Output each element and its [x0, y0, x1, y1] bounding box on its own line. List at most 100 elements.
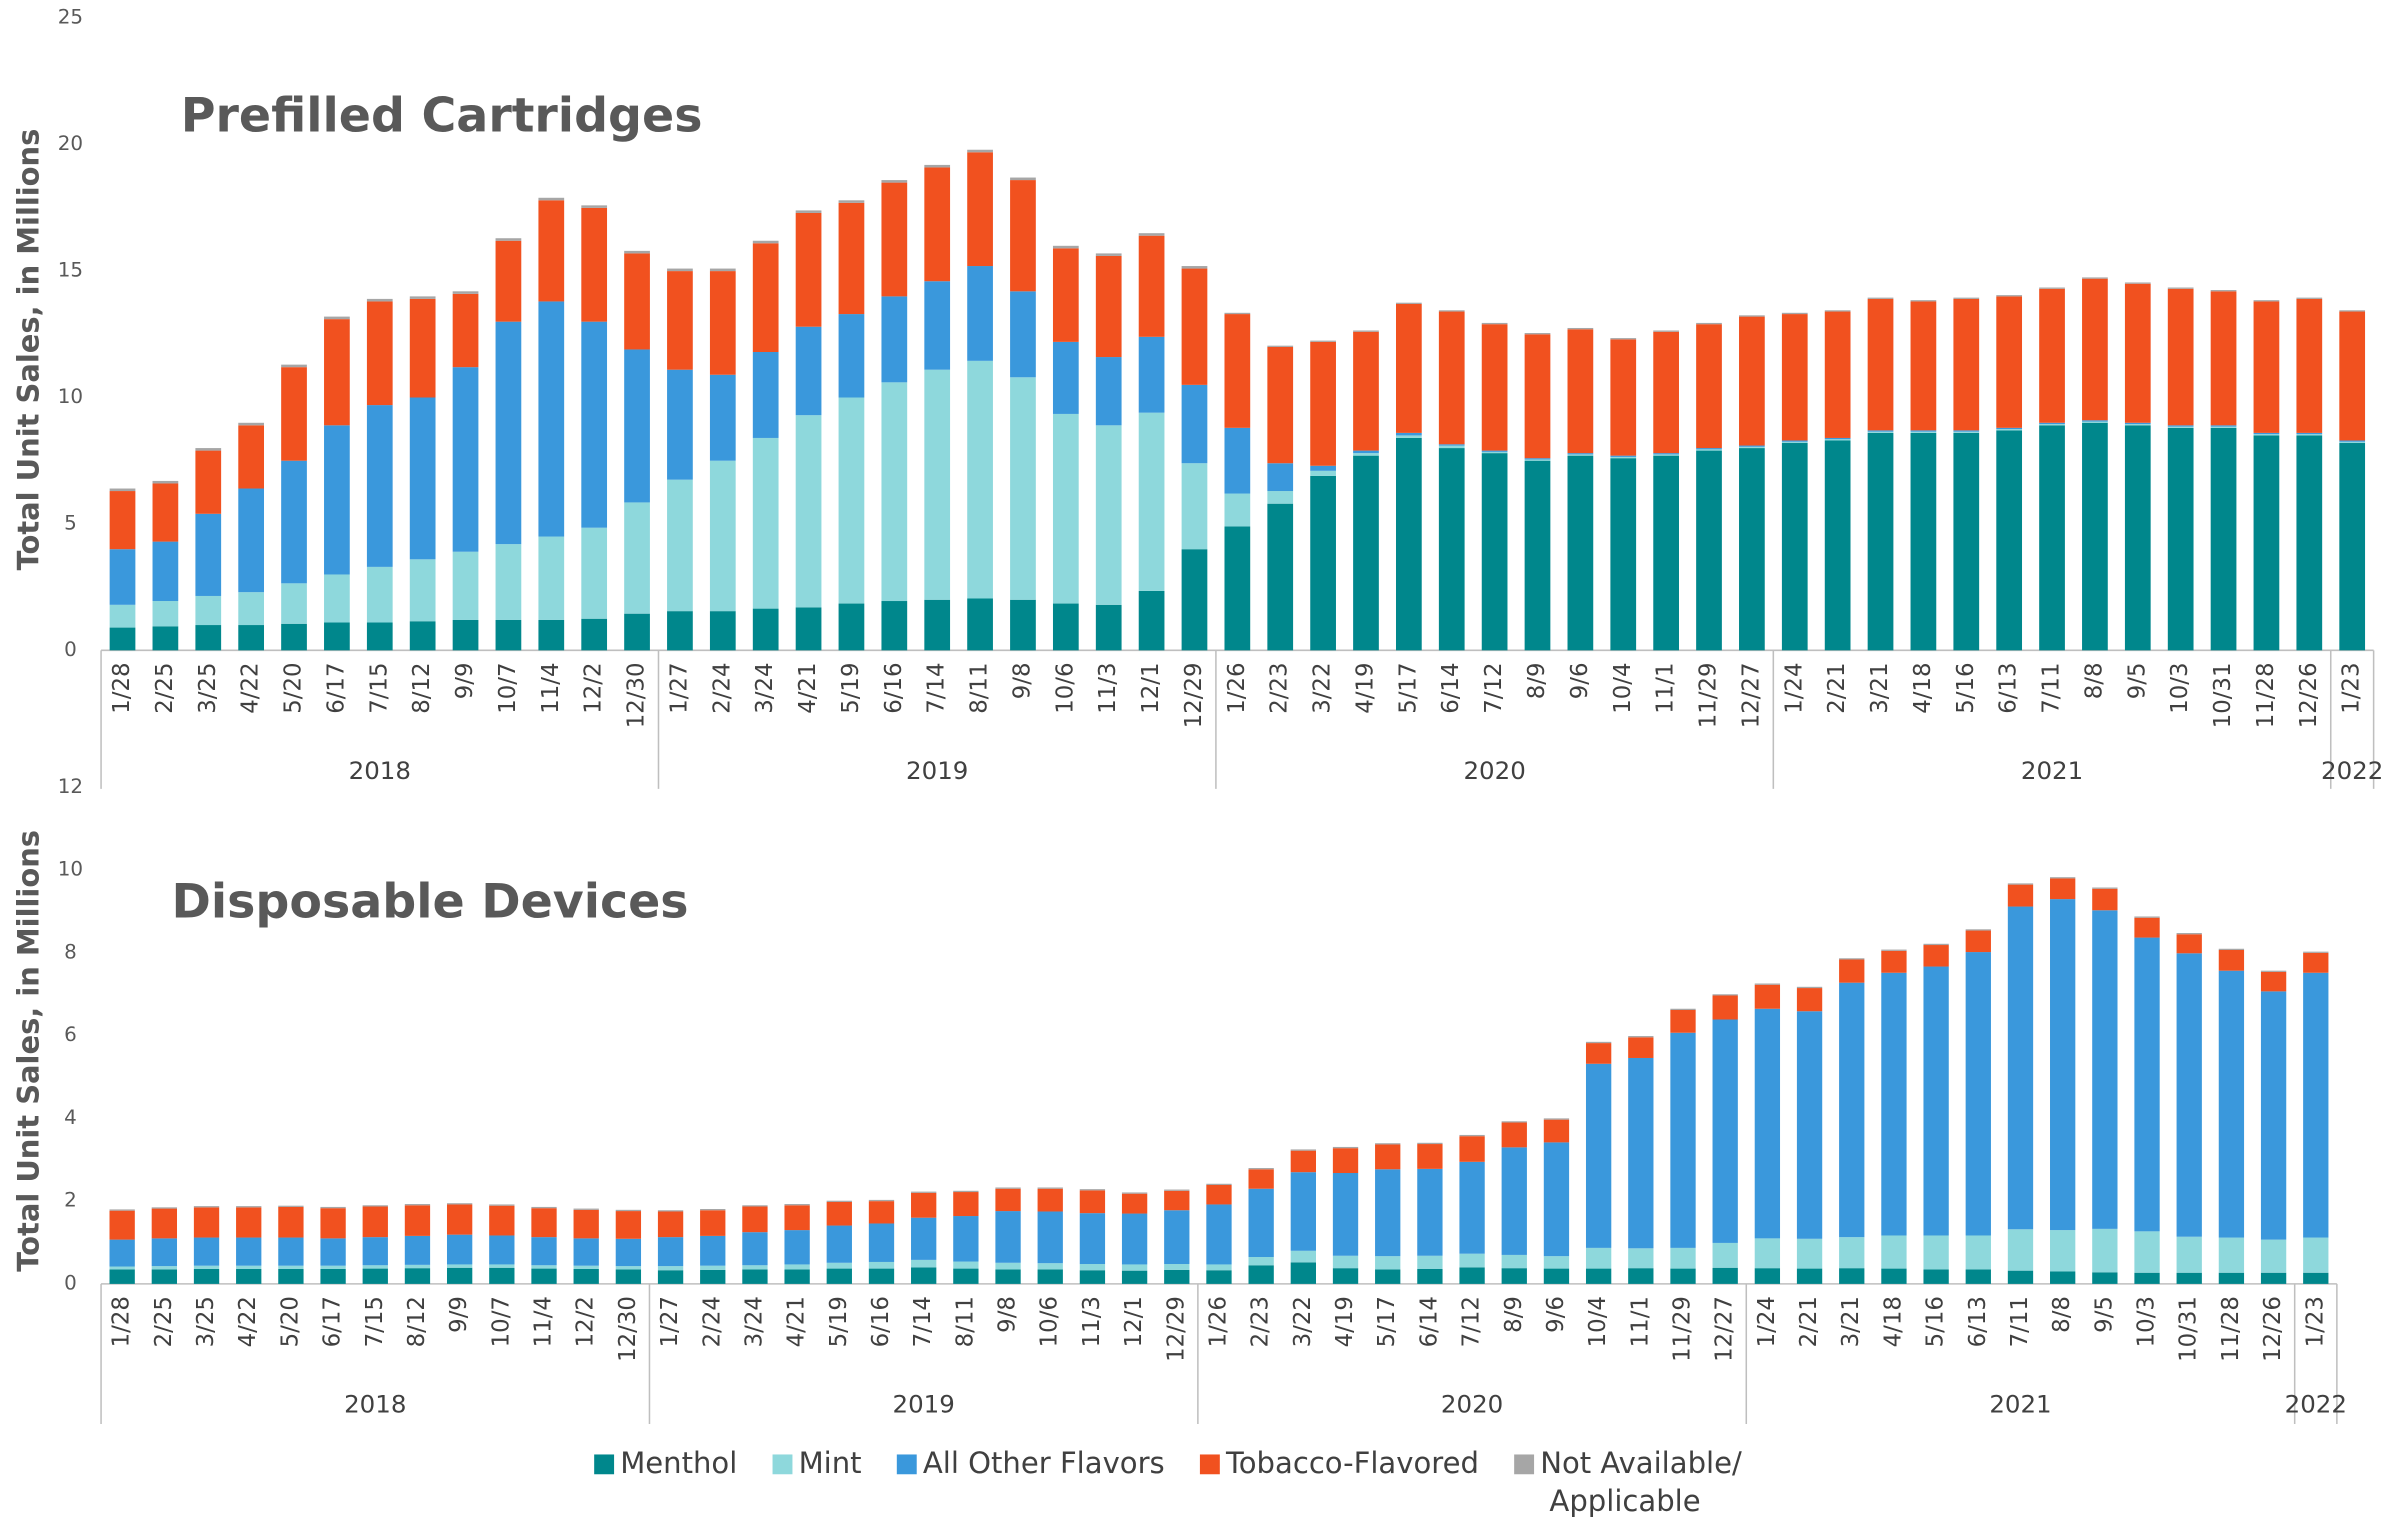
bar-segment: [2124, 282, 2151, 284]
x-tick-label: 3/22: [1290, 1296, 1316, 1347]
bar-segment: [967, 360, 993, 599]
bar-segment: [1395, 432, 1422, 436]
bar-segment: [1996, 427, 2023, 430]
bar-segment: [995, 1262, 1021, 1270]
bar-segment: [868, 1261, 895, 1269]
bar-segment: [1121, 1264, 1148, 1271]
bar-segment: [615, 1266, 642, 1270]
bar-segment: [667, 479, 693, 612]
legend-label: Mint: [799, 1446, 862, 1480]
bar-segment: [489, 1205, 515, 1236]
x-tick-label: 5/16: [1953, 663, 1979, 714]
bar-segment: [2007, 883, 2034, 885]
year-label: 2020: [1463, 756, 1525, 785]
x-tick-label: 7/11: [2007, 1296, 2033, 1347]
bar-segment: [1052, 341, 1079, 414]
bar-segment: [752, 608, 779, 651]
x-tick-label: 1/24: [1781, 663, 1807, 714]
bar-segment: [2176, 933, 2202, 935]
bar-segment: [2210, 426, 2237, 428]
y-tick-label: 12: [58, 775, 83, 798]
x-tick-label: 11/1: [1653, 663, 1679, 714]
x-tick-label: 11/29: [1669, 1296, 1695, 1362]
bar-segment: [366, 298, 393, 302]
bar-segment: [881, 296, 908, 383]
x-tick-label: 4/18: [1910, 663, 1936, 714]
x-tick-label: 3/21: [1838, 1296, 1864, 1347]
x-tick-label: 11/28: [2253, 663, 2279, 729]
bar-segment: [278, 1265, 304, 1269]
bar-segment: [1010, 291, 1036, 378]
bar-segment: [1438, 448, 1465, 651]
bar-segment: [2296, 435, 2323, 651]
bar-segment: [924, 164, 951, 168]
bar-segment: [953, 1192, 979, 1217]
bar-segment: [615, 1211, 642, 1239]
x-tick-label: 2/24: [699, 1296, 725, 1347]
bar-segment: [531, 1208, 557, 1238]
bar-segment: [1739, 448, 1765, 651]
bar-segment: [1079, 1190, 1106, 1214]
bar-segment: [838, 397, 865, 604]
bar-segment: [1224, 312, 1251, 315]
bar-segment: [1796, 988, 1823, 1012]
bar-segment: [1953, 432, 1980, 651]
bar-segment: [538, 200, 565, 302]
bar-segment: [953, 1261, 979, 1269]
x-tick-label: 1/23: [2339, 663, 2365, 714]
bar-segment: [1121, 1213, 1148, 1265]
bar-segment: [1459, 1134, 1485, 1137]
bar-segment: [1628, 1268, 1654, 1284]
bar-segment: [1417, 1142, 1443, 1145]
bar-segment: [1248, 1256, 1274, 1266]
bar-segment: [495, 321, 522, 545]
bar-segment: [1248, 1168, 1274, 1170]
bar-segment: [2296, 434, 2323, 436]
bar-segment: [151, 1207, 178, 1209]
bar-segment: [795, 326, 822, 416]
x-tick-label: 9/6: [1567, 663, 1593, 700]
bar-segment: [1696, 324, 1722, 449]
bar-segment: [2260, 1239, 2287, 1273]
legend-swatch: [896, 1454, 917, 1475]
bar-segment: [1824, 311, 1851, 438]
x-tick-label: 9/8: [1009, 663, 1035, 700]
x-tick-label: 4/18: [1880, 1296, 1906, 1347]
x-tick-label: 4/21: [795, 663, 821, 714]
x-tick-label: 2/21: [1824, 663, 1850, 714]
bar-segment: [1310, 341, 1336, 466]
bar-segment: [581, 527, 608, 619]
bar-segment: [2134, 1272, 2160, 1284]
bar-segment: [236, 1237, 262, 1266]
x-tick-label: 9/9: [446, 1296, 472, 1333]
x-tick-label: 6/13: [1965, 1296, 1991, 1347]
bar-segment: [784, 1230, 810, 1265]
bar-segment: [1670, 1268, 1696, 1284]
bar-segment: [1248, 1169, 1274, 1189]
bar-segment: [1881, 1235, 1907, 1269]
bar-segment: [1417, 1255, 1443, 1269]
bar-segment: [195, 513, 222, 596]
bar-segment: [1754, 983, 1781, 985]
bar-segment: [1670, 1247, 1696, 1269]
year-label: 2019: [893, 1390, 955, 1419]
bar-segment: [911, 1259, 937, 1268]
x-tick-label: 5/20: [280, 663, 306, 714]
bar-segment: [1953, 298, 1980, 431]
bar-segment: [238, 425, 265, 489]
bar-segment: [1138, 233, 1165, 236]
bar-segment: [538, 619, 565, 651]
bar-segment: [995, 1188, 1021, 1212]
bar-segment: [1181, 463, 1208, 550]
bar-segment: [446, 1264, 473, 1268]
bar-segment: [1206, 1185, 1232, 1205]
x-tick-label: 3/25: [195, 663, 221, 714]
bar-segment: [709, 374, 736, 461]
bar-segment: [615, 1238, 642, 1267]
bar-segment: [1501, 1268, 1527, 1284]
x-tick-label: 10/3: [2134, 1296, 2160, 1347]
bar-segment: [2134, 937, 2160, 1232]
bar-segment: [1953, 430, 1980, 432]
bar-segment: [1224, 493, 1251, 527]
